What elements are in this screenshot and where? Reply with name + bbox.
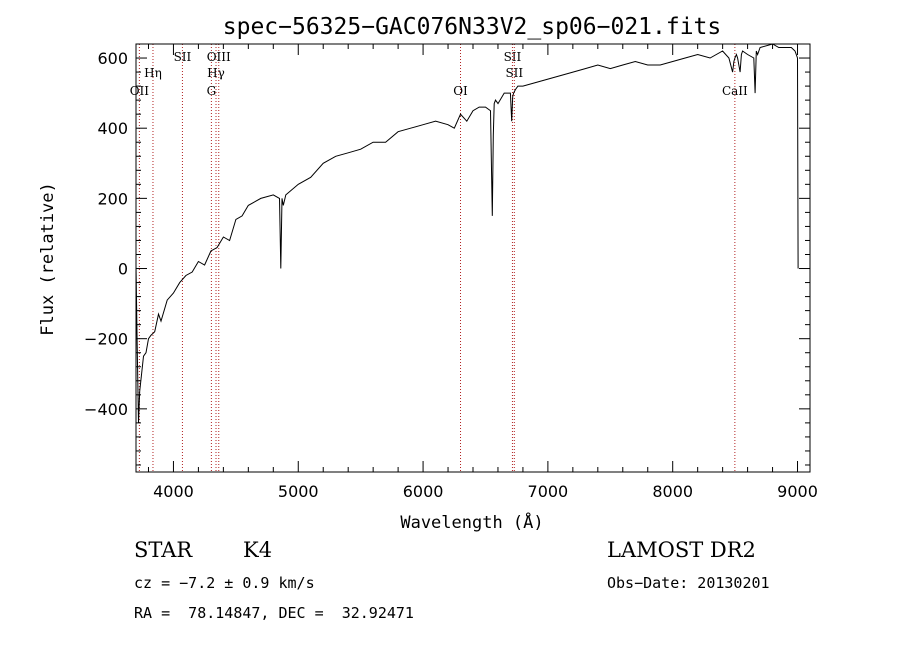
x-tick-label: 9000 <box>777 482 818 501</box>
line-marker-label: SII <box>174 50 192 64</box>
line-marker-label: Hγ <box>207 66 225 80</box>
x-tick-label: 7000 <box>528 482 569 501</box>
line-marker-label: Hη <box>144 66 162 80</box>
coordinates: RA = 78.14847, DEC = 32.92471 <box>134 604 414 622</box>
spectrum-line <box>135 43 799 423</box>
plot-frame <box>135 43 811 473</box>
line-marker-label: OI <box>453 84 468 98</box>
line-marker-label: SII <box>504 50 522 64</box>
object-subclass: K4 <box>243 538 273 562</box>
x-tick-label: 6000 <box>403 482 444 501</box>
x-tick-label: 8000 <box>652 482 693 501</box>
line-marker-label: G <box>207 84 217 98</box>
y-tick-label: 600 <box>97 49 128 68</box>
chart-title: spec−56325−GAC076N33V2_sp06−021.fits <box>223 14 722 40</box>
line-marker-label: OIII <box>207 50 231 64</box>
y-tick-label: 200 <box>97 189 128 208</box>
line-marker-label: OII <box>130 84 150 98</box>
redshift-velocity: cz = −7.2 ± 0.9 km/s <box>134 574 315 592</box>
survey-label: LAMOST DR2 <box>607 538 756 562</box>
object-class: STAR <box>134 538 193 562</box>
line-marker-layer: OII Hη SII G Hγ OIII OI SII SII CaII <box>130 44 748 472</box>
y-axis-label: Flux (relative) <box>38 182 58 336</box>
x-axis-label: Wavelength (Å) <box>400 511 543 533</box>
y-tick-label: −200 <box>84 330 128 349</box>
axis-layer: 4000 5000 6000 7000 8000 9000 −400 −200 0 200 400 6… <box>84 44 818 501</box>
observation-date: Obs−Date: 20130201 <box>607 574 770 592</box>
y-tick-label: 400 <box>97 119 128 138</box>
y-tick-label: 0 <box>118 260 128 279</box>
y-tick-label: −400 <box>84 400 128 419</box>
line-marker-label: SII <box>505 66 523 80</box>
line-marker-label: CaII <box>722 84 748 98</box>
x-tick-label: 5000 <box>278 482 319 501</box>
spectrum-layer <box>135 43 799 423</box>
x-tick-label: 4000 <box>153 482 194 501</box>
